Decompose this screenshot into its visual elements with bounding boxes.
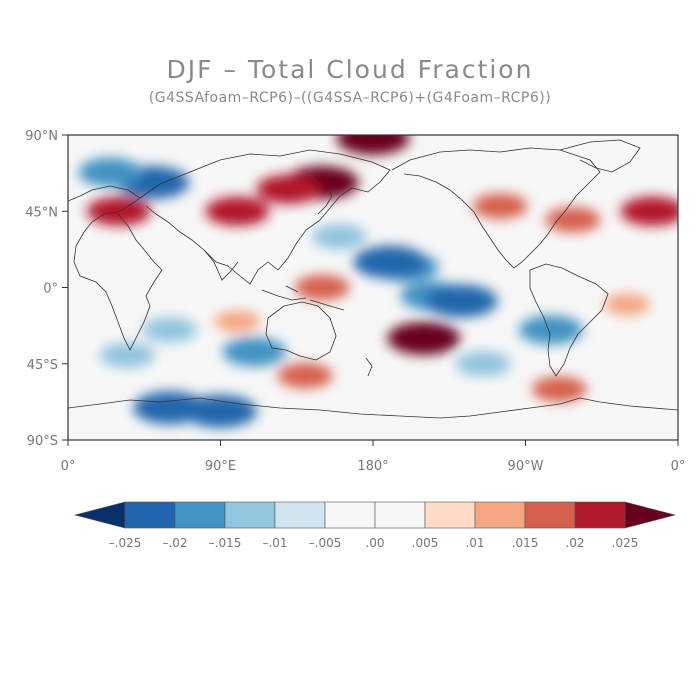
field-anomaly-21 bbox=[531, 376, 587, 402]
field-anomaly-11 bbox=[424, 284, 498, 318]
colorbar-box-0 bbox=[124, 501, 176, 529]
latitude-axis: 90°N 45°N 0° 45°S 90°S bbox=[25, 129, 68, 449]
longitude-axis: 0° 90°E 180° 90°W 0° bbox=[61, 440, 686, 474]
field-anomaly-1 bbox=[78, 157, 143, 187]
colorbar-arrow-low bbox=[73, 501, 126, 529]
colorbar-label-10: .025 bbox=[612, 536, 639, 550]
colorbar: –.025 –.02 –.015 –.01 –.005 .00 .005 .01 .015 .02… bbox=[73, 501, 677, 550]
colorbar-label-9: .02 bbox=[565, 536, 584, 550]
coastline-nz bbox=[365, 357, 373, 377]
lon-tick-label-1: 90°E bbox=[205, 459, 236, 474]
colorbar-label-8: .015 bbox=[512, 536, 539, 550]
field-anomaly-25 bbox=[455, 351, 511, 377]
coastline-north-america bbox=[391, 147, 601, 269]
lat-tick-label-1: 45°N bbox=[25, 205, 58, 220]
colorbar-arrow-high bbox=[624, 501, 677, 529]
lon-tick-label-2: 180° bbox=[357, 459, 388, 474]
field-anomaly-4 bbox=[205, 196, 270, 226]
colorbar-label-6: .005 bbox=[412, 536, 439, 550]
colorbar-box-4 bbox=[324, 501, 376, 529]
field-anomaly-20 bbox=[277, 362, 333, 389]
map-title: DJF – Total Cloud Fraction bbox=[166, 55, 534, 84]
colorbar-label-0: –.025 bbox=[109, 536, 142, 550]
field-anomaly-3 bbox=[256, 174, 321, 204]
field-anomaly-22 bbox=[336, 135, 410, 155]
field-anomaly-7 bbox=[620, 196, 678, 226]
lon-tick-label-3: 90°W bbox=[508, 459, 544, 474]
coastline-greenland bbox=[559, 139, 641, 173]
colorbar-box-3 bbox=[274, 501, 326, 529]
colorbar-label-2: –.015 bbox=[209, 536, 242, 550]
colorbar-label-1: –.02 bbox=[162, 536, 187, 550]
map-plot-area bbox=[67, 134, 679, 441]
colorbar-box-5 bbox=[374, 501, 426, 529]
coastline-antarctica bbox=[68, 397, 678, 419]
field-anomaly-24 bbox=[604, 293, 651, 316]
field-anomaly-23 bbox=[214, 310, 261, 333]
coastline-australia bbox=[265, 301, 337, 361]
coastline-japan bbox=[317, 187, 333, 215]
lat-tick-label-2: 0° bbox=[43, 282, 58, 297]
colorbar-box-2 bbox=[224, 501, 276, 529]
field-anomaly-9 bbox=[353, 245, 427, 279]
field-anomaly-27 bbox=[311, 223, 367, 250]
field-anomaly-13 bbox=[387, 321, 461, 355]
field-anomaly-17 bbox=[99, 342, 155, 368]
coastlines bbox=[68, 139, 678, 419]
colorbar-box-7 bbox=[474, 501, 526, 529]
colorbar-box-1 bbox=[174, 501, 226, 529]
map-subtitle: (G4SSAfoam–RCP6)–((G4SSA–RCP6)+(G4Foam–R… bbox=[148, 90, 552, 106]
field-anomaly-15 bbox=[222, 337, 287, 367]
field-anomaly-16 bbox=[518, 315, 583, 345]
field-anomaly-5 bbox=[472, 193, 528, 219]
lat-tick-label-3: 45°S bbox=[27, 358, 58, 373]
colorbar-label-4: –.005 bbox=[309, 536, 342, 550]
field-layer bbox=[78, 135, 678, 428]
colorbar-box-9 bbox=[574, 501, 626, 529]
field-anomaly-19 bbox=[184, 394, 257, 428]
colorbar-label-7: .01 bbox=[465, 536, 484, 550]
colorbar-label-5: .00 bbox=[365, 536, 384, 550]
coastline-india bbox=[203, 249, 239, 281]
field-anomaly-6 bbox=[545, 207, 601, 233]
lon-tick-label-0: 0° bbox=[61, 459, 76, 474]
coastline-south-america bbox=[529, 263, 609, 377]
colorbar-box-8 bbox=[524, 501, 576, 529]
field-anomalies bbox=[78, 135, 678, 428]
lat-tick-label-4: 90°S bbox=[27, 434, 58, 449]
field-anomaly-12 bbox=[294, 274, 350, 301]
field-anomaly-14 bbox=[142, 317, 198, 343]
colorbar-label-3: –.01 bbox=[262, 536, 287, 550]
colorbar-box-6 bbox=[424, 501, 476, 529]
lon-tick-label-4: 0° bbox=[671, 459, 686, 474]
coastline-maritime bbox=[261, 285, 345, 311]
lat-tick-label-0: 90°N bbox=[25, 129, 58, 144]
